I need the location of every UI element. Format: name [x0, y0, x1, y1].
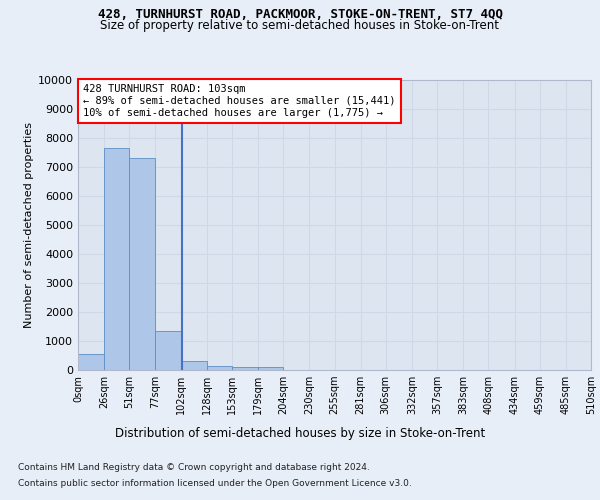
Bar — [78, 354, 104, 370]
Bar — [207, 366, 232, 370]
Text: 428, TURNHURST ROAD, PACKMOOR, STOKE-ON-TRENT, ST7 4QQ: 428, TURNHURST ROAD, PACKMOOR, STOKE-ON-… — [97, 8, 503, 20]
Text: 428 TURNHURST ROAD: 103sqm
← 89% of semi-detached houses are smaller (15,441)
10: 428 TURNHURST ROAD: 103sqm ← 89% of semi… — [83, 84, 395, 117]
Text: Distribution of semi-detached houses by size in Stoke-on-Trent: Distribution of semi-detached houses by … — [115, 428, 485, 440]
Bar — [104, 148, 130, 370]
Y-axis label: Number of semi-detached properties: Number of semi-detached properties — [24, 122, 34, 328]
Bar — [155, 331, 181, 370]
Text: Size of property relative to semi-detached houses in Stoke-on-Trent: Size of property relative to semi-detach… — [101, 18, 499, 32]
Text: Contains HM Land Registry data © Crown copyright and database right 2024.: Contains HM Land Registry data © Crown c… — [18, 464, 370, 472]
Bar — [181, 361, 207, 370]
Text: Contains public sector information licensed under the Open Government Licence v3: Contains public sector information licen… — [18, 478, 412, 488]
Bar — [258, 367, 283, 370]
Bar — [232, 367, 258, 370]
Bar — [130, 158, 155, 370]
